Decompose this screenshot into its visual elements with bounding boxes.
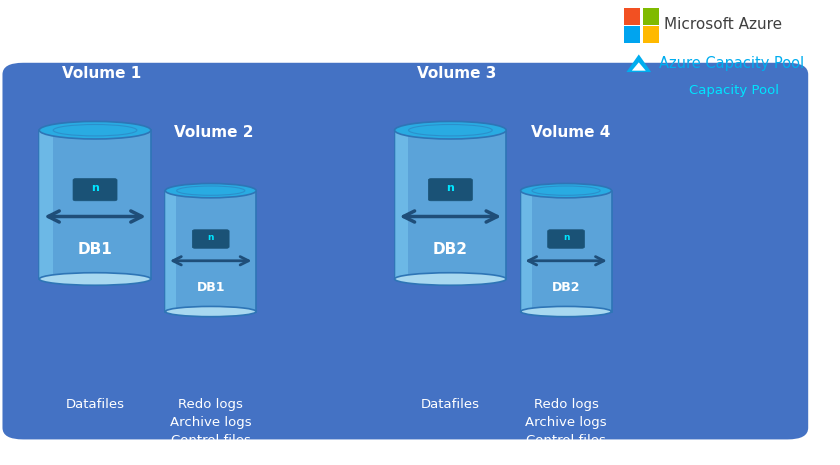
Text: Volume 3: Volume 3 <box>417 66 496 81</box>
FancyBboxPatch shape <box>548 230 585 248</box>
Text: Redo logs
Archive logs
Control files: Redo logs Archive logs Control files <box>170 398 251 446</box>
FancyBboxPatch shape <box>521 191 532 312</box>
Text: Datafiles: Datafiles <box>66 398 124 411</box>
Ellipse shape <box>39 272 151 286</box>
Ellipse shape <box>165 306 256 317</box>
Polygon shape <box>627 54 651 72</box>
Ellipse shape <box>165 184 256 198</box>
Ellipse shape <box>39 121 151 139</box>
Text: DB2: DB2 <box>433 242 468 257</box>
Text: DB1: DB1 <box>77 242 113 257</box>
FancyBboxPatch shape <box>395 130 408 279</box>
Polygon shape <box>632 62 646 71</box>
Text: Datafiles: Datafiles <box>421 398 480 411</box>
FancyBboxPatch shape <box>39 130 151 279</box>
Text: Redo logs
Archive logs
Control files: Redo logs Archive logs Control files <box>525 398 606 446</box>
FancyBboxPatch shape <box>165 191 256 312</box>
Text: Capacity Pool: Capacity Pool <box>690 84 780 97</box>
FancyBboxPatch shape <box>165 191 176 312</box>
Text: Volume 2: Volume 2 <box>174 125 253 140</box>
FancyBboxPatch shape <box>3 63 808 439</box>
Bar <box>643 26 659 43</box>
Ellipse shape <box>521 306 612 317</box>
Ellipse shape <box>395 121 507 139</box>
Text: Azure Capacity Pool: Azure Capacity Pool <box>659 56 805 71</box>
Text: Microsoft Azure: Microsoft Azure <box>664 17 782 32</box>
Bar <box>624 8 640 25</box>
Ellipse shape <box>395 272 507 286</box>
FancyBboxPatch shape <box>39 130 53 279</box>
FancyBboxPatch shape <box>428 179 472 201</box>
Text: DB1: DB1 <box>197 281 225 294</box>
Text: n: n <box>207 233 214 242</box>
Bar <box>643 8 659 25</box>
Text: Volume 4: Volume 4 <box>532 125 611 140</box>
Text: Volume 1: Volume 1 <box>62 66 141 81</box>
FancyBboxPatch shape <box>192 230 229 248</box>
Text: DB2: DB2 <box>552 281 580 294</box>
Bar <box>624 26 640 43</box>
Text: n: n <box>91 183 99 193</box>
FancyBboxPatch shape <box>73 179 117 201</box>
FancyBboxPatch shape <box>395 130 507 279</box>
Ellipse shape <box>521 184 612 198</box>
Text: n: n <box>563 233 570 242</box>
FancyBboxPatch shape <box>521 191 612 312</box>
Text: n: n <box>446 183 454 193</box>
